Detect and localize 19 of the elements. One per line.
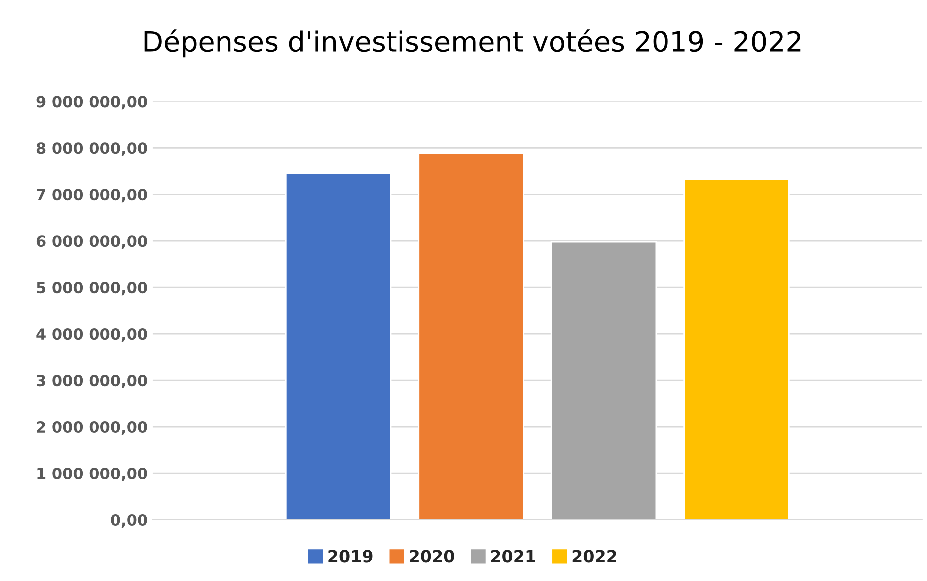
y-tick-label: 3 000 000,00 — [37, 375, 148, 389]
bar — [684, 179, 790, 520]
y-tick-label: 9 000 000,00 — [36, 96, 148, 110]
bar — [550, 241, 658, 520]
bar — [285, 172, 392, 520]
chart-title: Dépenses d'investissement votées 2019 - 2022 — [144, 30, 801, 58]
y-tick-label: 0,00 — [111, 514, 148, 528]
y-tick-label: 7 000 000,00 — [37, 189, 148, 203]
y-tick-label: 4 000 000,00 — [36, 328, 148, 342]
y-tick-label: 2 000 000,00 — [37, 422, 148, 436]
legend-label: 2019 — [328, 550, 373, 563]
legend-label: 2021 — [491, 550, 536, 563]
bar — [418, 153, 524, 520]
legend-label: 2022 — [572, 550, 616, 563]
y-tick-label: 5 000 000,00 — [37, 282, 148, 296]
y-tick-label: 6 000 000,00 — [36, 236, 148, 250]
y-tick-label: 1 000 000,00 — [38, 468, 148, 482]
y-tick-label: 8 000 000,00 — [36, 142, 148, 156]
legend-label: 2020 — [410, 550, 454, 563]
